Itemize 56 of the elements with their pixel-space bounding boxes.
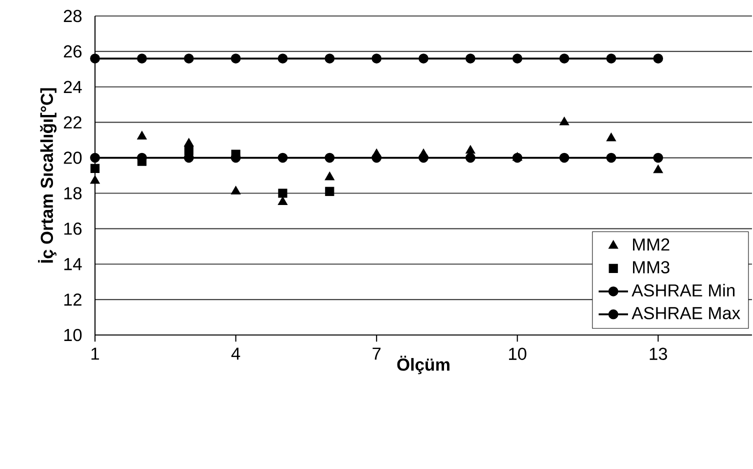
point <box>230 54 241 64</box>
point <box>90 175 100 184</box>
legend-label: ASHRAE Max <box>632 306 740 320</box>
point <box>278 196 288 206</box>
x-axis-title: Ölçüm <box>397 356 450 374</box>
point <box>372 54 382 64</box>
point <box>325 186 334 196</box>
x-tick-label: 4 <box>231 348 240 360</box>
point <box>559 54 570 64</box>
point <box>184 138 194 147</box>
y-tick-label: 24 <box>64 80 82 93</box>
point <box>137 130 147 140</box>
point <box>278 54 288 64</box>
point <box>324 54 335 64</box>
point <box>466 54 476 64</box>
point <box>90 164 100 173</box>
point <box>653 152 664 163</box>
y-tick-label: 20 <box>64 152 82 164</box>
legend-label: MM3 <box>633 261 670 274</box>
point <box>372 152 382 163</box>
point <box>606 132 616 142</box>
point <box>278 152 288 163</box>
point <box>653 54 664 64</box>
point <box>559 116 570 126</box>
point <box>606 152 616 163</box>
point <box>466 152 476 163</box>
point <box>230 186 241 194</box>
point <box>606 54 616 64</box>
point <box>324 172 335 180</box>
point <box>324 152 335 163</box>
point <box>184 54 194 64</box>
y-tick-label: 10 <box>64 328 82 342</box>
point <box>512 54 522 64</box>
point <box>653 164 664 174</box>
y-tick-label: 18 <box>64 187 82 200</box>
y-tick-label: 14 <box>64 258 82 270</box>
legend-label: MM2 <box>633 238 670 251</box>
x-tick-label: 1 <box>92 348 99 360</box>
point <box>466 145 476 154</box>
point <box>136 54 147 64</box>
point <box>278 188 288 198</box>
y-tick-label: 26 <box>64 45 82 58</box>
x-tick-label: 7 <box>372 348 381 360</box>
point <box>90 54 100 64</box>
y-axis-title: İç Ortam Sıcaklığı[°C] <box>38 88 57 263</box>
y-tick-label: 12 <box>64 294 82 306</box>
y-tick-label: 22 <box>64 116 82 128</box>
y-tick-label: 16 <box>64 222 82 235</box>
point <box>418 54 428 64</box>
x-tick-label: 13 <box>650 348 668 360</box>
legend-label: ASHRAE Min <box>632 284 734 297</box>
point <box>418 152 428 163</box>
y-tick-label: 28 <box>64 10 82 22</box>
point <box>90 152 100 163</box>
point <box>559 152 570 163</box>
x-tick-label: 10 <box>509 348 526 360</box>
